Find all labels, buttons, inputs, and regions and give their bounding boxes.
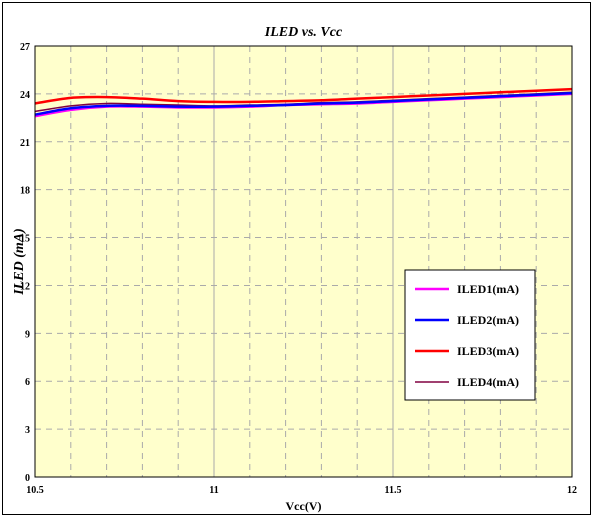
plot-border xyxy=(34,45,573,478)
series-layer xyxy=(34,87,573,118)
x-tick-label: 12 xyxy=(567,485,577,496)
x-tick-label: 10.5 xyxy=(26,485,44,496)
chart-svg: 10.5 11 11.5 12 0 3 6 9 12 15 18 21 24 27 ILED vs. V… xyxy=(12,25,577,513)
plot-area xyxy=(35,46,572,477)
x-tick-label: 11.5 xyxy=(385,485,402,496)
series-line-2 xyxy=(34,91,573,116)
legend: ILED1(mA) ILED2(mA) ILED3(mA) ILED4(mA) xyxy=(404,269,536,401)
grid-lines xyxy=(35,46,572,477)
y-tick-label: 27 xyxy=(20,42,30,53)
y-tick-label: 15 xyxy=(20,234,30,245)
chart-title: ILED vs. Vcc xyxy=(264,25,343,40)
legend-box xyxy=(404,269,536,401)
y-tick-label: 6 xyxy=(25,377,30,388)
chart-frame: 10.5 11 11.5 12 0 3 6 9 12 15 18 21 24 27 ILED vs. V… xyxy=(2,2,591,515)
y-tick-label: 9 xyxy=(25,329,30,340)
legend-label-3: ILED3(mA) xyxy=(457,344,519,358)
y-tick-label: 18 xyxy=(20,186,30,197)
legend-label-1: ILED1(mA) xyxy=(457,282,519,296)
y-tick-label: 12 xyxy=(20,281,30,292)
legend-label-2: ILED2(mA) xyxy=(457,313,519,327)
series-line-3 xyxy=(34,87,573,105)
x-tick-labels: 10.5 11 11.5 12 xyxy=(26,485,577,496)
x-axis-label: Vcc(V) xyxy=(286,499,322,513)
x-tick-label: 11 xyxy=(209,485,218,496)
y-tick-label: 24 xyxy=(20,90,30,101)
y-axis-label: ILED (mA) xyxy=(12,228,27,296)
y-tick-label: 21 xyxy=(20,138,30,149)
y-tick-label: 3 xyxy=(25,425,30,436)
y-tick-labels: 0 3 6 9 12 15 18 21 24 27 xyxy=(20,42,30,484)
legend-label-4: ILED4(mA) xyxy=(457,375,519,389)
y-tick-label: 0 xyxy=(25,473,30,484)
